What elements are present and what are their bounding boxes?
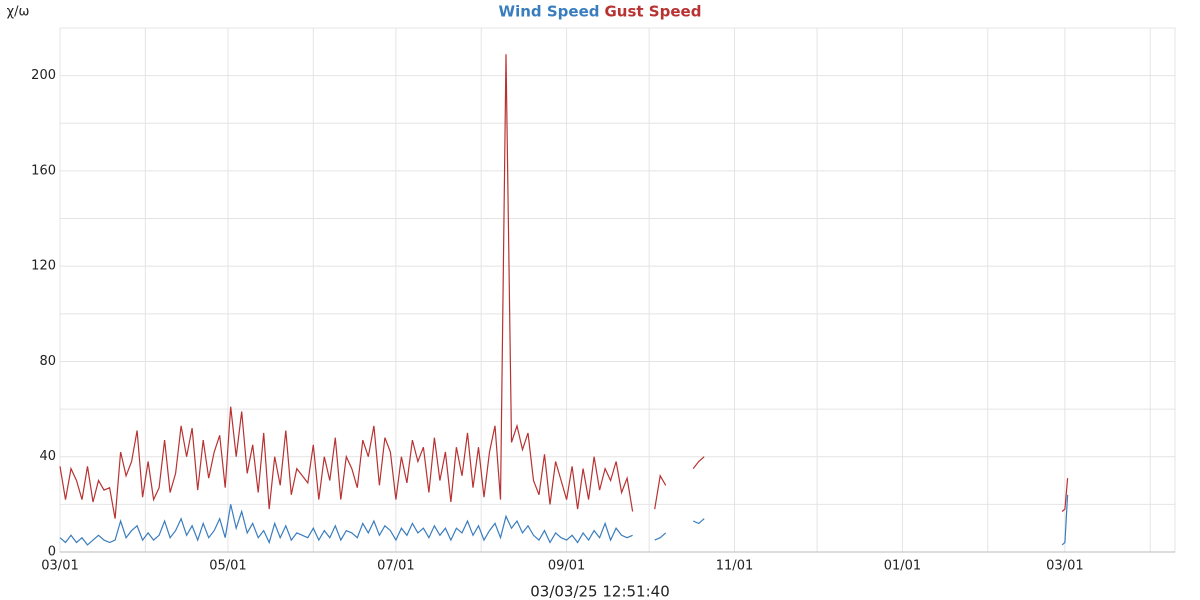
plot-area: [59, 27, 1176, 553]
x-tick-label: 07/01: [377, 559, 414, 574]
y-tick-label: 0: [48, 545, 56, 560]
x-tick-label: 01/01: [884, 559, 921, 574]
y-tick-label: 120: [31, 259, 56, 274]
series-line: [59, 54, 1069, 519]
x-tick-label: 05/01: [209, 559, 246, 574]
series-line: [59, 494, 1069, 546]
y-axis-label: χ/ω: [7, 5, 30, 20]
x-tick-label: 11/01: [716, 559, 753, 574]
x-tick-label: 03/01: [41, 559, 78, 574]
x-tick-label: 03/01: [1046, 559, 1083, 574]
legend-item: Wind Speed: [499, 3, 600, 21]
legend-item: Gust Speed: [605, 3, 702, 21]
y-tick-label: 40: [39, 449, 56, 464]
y-tick-label: 200: [31, 68, 56, 83]
y-tick-label: 80: [39, 354, 56, 369]
y-tick-label: 160: [31, 163, 56, 178]
x-tick-label: 09/01: [548, 559, 585, 574]
x-axis-label: 03/03/25 12:51:40: [530, 583, 670, 600]
